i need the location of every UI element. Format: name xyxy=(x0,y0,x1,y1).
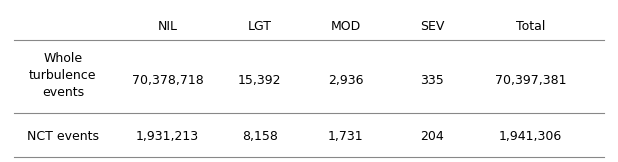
Text: 335: 335 xyxy=(420,75,444,87)
Text: Total: Total xyxy=(516,21,545,34)
Text: MOD: MOD xyxy=(331,21,361,34)
Text: 15,392: 15,392 xyxy=(238,75,282,87)
Text: 204: 204 xyxy=(420,130,444,143)
Text: 1,931,213: 1,931,213 xyxy=(136,130,199,143)
Text: NCT events: NCT events xyxy=(27,130,99,143)
Text: 70,378,718: 70,378,718 xyxy=(132,75,203,87)
Text: LGT: LGT xyxy=(248,21,272,34)
Text: 1,731: 1,731 xyxy=(328,130,364,143)
Text: 1,941,306: 1,941,306 xyxy=(499,130,562,143)
Text: NIL: NIL xyxy=(158,21,177,34)
Text: 8,158: 8,158 xyxy=(242,130,277,143)
Text: 2,936: 2,936 xyxy=(328,75,363,87)
Text: SEV: SEV xyxy=(420,21,444,34)
Text: Whole
turbulence
events: Whole turbulence events xyxy=(29,52,96,99)
Text: 70,397,381: 70,397,381 xyxy=(495,75,566,87)
